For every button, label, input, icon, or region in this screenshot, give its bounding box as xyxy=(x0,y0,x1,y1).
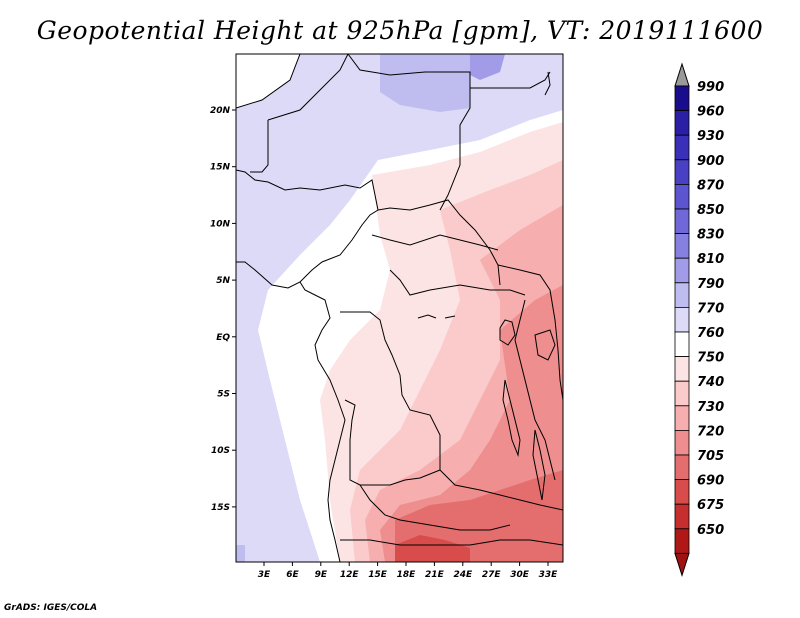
colorbar-label: 740 xyxy=(697,375,724,390)
colorbar-label: 850 xyxy=(697,203,724,218)
colorbar-label: 760 xyxy=(697,326,724,341)
colorbar-swatch xyxy=(674,110,690,136)
plot-title: Geopotential Height at 925hPa [gpm], VT:… xyxy=(36,16,764,45)
colorbar-swatch xyxy=(674,85,690,112)
map-frame xyxy=(235,53,564,563)
colorbar-label: 870 xyxy=(697,178,724,193)
colorbar-label: 810 xyxy=(697,252,724,267)
colorbar-label: 960 xyxy=(697,105,724,120)
colorbar-label: 990 xyxy=(697,80,724,95)
lon-tick-label: 9E xyxy=(315,570,328,580)
map-panel: 3E 6E 9E 12E 15E 18E 21E 24E 27E 30E 33E 20N 15N 10N… xyxy=(210,53,564,580)
lon-tick-label: 18E xyxy=(397,570,417,580)
colorbar-label: 830 xyxy=(697,228,724,243)
lat-tick-label: 5S xyxy=(217,390,230,400)
colorbar-label: 650 xyxy=(697,523,724,538)
colorbar-label: 705 xyxy=(697,449,724,464)
colorbar-label: 730 xyxy=(697,400,724,415)
lat-tick-label: 20N xyxy=(210,106,231,116)
colorbar-swatch xyxy=(674,208,690,235)
latitude-ticks: 20N 15N 10N 5N EQ 5S 10S 15S xyxy=(210,106,236,513)
colorbar-over-triangle xyxy=(674,62,690,87)
lat-tick-label: 10S xyxy=(211,446,230,456)
colorbar-swatch xyxy=(674,257,690,284)
lon-tick-label: 6E xyxy=(286,570,299,580)
colorbar-label: 790 xyxy=(697,277,724,292)
colorbar-swatch xyxy=(674,233,690,259)
lon-tick-label: 24E xyxy=(453,570,473,580)
colorbar-swatch xyxy=(674,183,690,210)
lon-tick-label: 30E xyxy=(510,570,530,580)
software-credit: GrADS: IGES/COLA xyxy=(4,603,98,613)
lon-tick-label: 27E xyxy=(482,570,502,580)
coastlines-borders xyxy=(236,54,563,562)
colorbar-label: 770 xyxy=(697,301,724,316)
colorbar-label: 750 xyxy=(697,351,724,366)
colorbar-swatch xyxy=(674,331,690,358)
colorbar-label: 930 xyxy=(697,129,724,144)
colorbar-swatch xyxy=(674,429,690,456)
lat-tick-label: EQ xyxy=(216,333,230,343)
colorbar-label: 690 xyxy=(697,474,724,489)
colorbar-label: 675 xyxy=(697,498,724,513)
colorbar-label: 720 xyxy=(697,424,724,439)
colorbar-swatch xyxy=(674,503,690,530)
colorbar-swatch xyxy=(674,454,690,481)
lon-tick-label: 33E xyxy=(539,570,559,580)
colorbar-label: 900 xyxy=(697,154,724,169)
lat-tick-label: 5N xyxy=(216,276,230,286)
lat-tick-label: 15N xyxy=(210,163,231,173)
colorbar-under-triangle xyxy=(674,552,690,578)
colorbar-swatch xyxy=(674,528,690,554)
lat-tick-label: 15S xyxy=(211,503,230,513)
lon-tick-label: 12E xyxy=(340,570,360,580)
lat-tick-label: 10N xyxy=(210,219,231,229)
colorbar-swatch xyxy=(674,380,690,407)
longitude-ticks: 3E 6E 9E 12E 15E 18E 21E 24E 27E 30E 33E xyxy=(258,562,558,580)
height-field xyxy=(236,54,563,562)
colorbar-swatch xyxy=(674,306,690,333)
colorbar: 990 960 930 900 870 850 830 810 790 770 760 750 740 7… xyxy=(674,62,724,578)
colorbar-swatch xyxy=(674,479,690,505)
colorbar-swatch xyxy=(674,356,690,382)
colorbar-swatch xyxy=(674,405,690,431)
lon-tick-label: 21E xyxy=(425,570,445,580)
colorbar-swatch xyxy=(674,282,690,308)
lon-tick-label: 3E xyxy=(258,570,271,580)
colorbar-swatch xyxy=(674,159,690,185)
colorbar-swatch xyxy=(674,134,690,161)
lon-tick-label: 15E xyxy=(368,570,388,580)
